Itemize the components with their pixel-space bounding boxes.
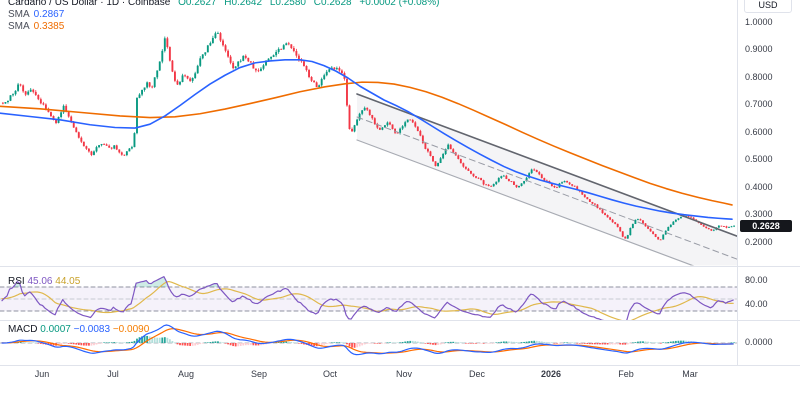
rsi-axis-tick: 40.00 bbox=[745, 299, 768, 309]
ohlc-low: L0.2580 bbox=[269, 0, 306, 8]
symbol-title[interactable]: Cardano / US Dollar · 1D · Coinbase bbox=[8, 0, 171, 8]
sma-fast-value: 0.2867 bbox=[33, 9, 65, 20]
time-axis-label: Jul bbox=[107, 369, 119, 379]
sma-fast-row[interactable]: SMA 0.2867 bbox=[8, 9, 439, 21]
rsi-ma-value: 44.05 bbox=[55, 276, 81, 287]
sma-slow-value: 0.3385 bbox=[33, 21, 65, 32]
ohlc-change: +0.0002 bbox=[359, 0, 396, 8]
price-axis-tick: 0.9000 bbox=[745, 44, 773, 54]
sma-slow-label: SMA bbox=[8, 21, 30, 32]
time-axis-label: Mar bbox=[682, 369, 698, 379]
currency-toggle-button[interactable]: USD bbox=[744, 0, 792, 13]
macd-legend[interactable]: MACD 0.0007 −0.0083 −0.0090 bbox=[8, 324, 149, 336]
last-price-badge: 0.2628 bbox=[740, 220, 792, 232]
rsi-legend[interactable]: RSI 45.06 44.05 bbox=[8, 276, 80, 288]
macd-hist-value: 0.0007 bbox=[40, 324, 71, 335]
sma-fast-label: SMA bbox=[8, 9, 30, 20]
time-axis-label: Feb bbox=[618, 369, 634, 379]
price-axis-tick: 1.0000 bbox=[745, 17, 773, 27]
time-axis-label: Aug bbox=[177, 369, 194, 379]
symbol-row: Cardano / US Dollar · 1D · Coinbase O0.2… bbox=[8, 0, 439, 9]
macd-line-value: −0.0083 bbox=[73, 324, 111, 335]
time-axis-label: Nov bbox=[395, 369, 412, 379]
price-axis-tick: 0.2000 bbox=[745, 237, 773, 247]
macd-signal-value: −0.0090 bbox=[112, 324, 150, 335]
rsi-axis-tick: 80.00 bbox=[745, 275, 768, 285]
macd-axis-tick: 0.0000 bbox=[745, 337, 773, 347]
main-chart-legend: Cardano / US Dollar · 1D · Coinbase O0.2… bbox=[8, 0, 439, 33]
time-axis-label: Sep bbox=[250, 369, 267, 379]
rsi-label: RSI bbox=[8, 276, 25, 287]
price-axis-tick: 0.4000 bbox=[745, 182, 773, 192]
time-axis-label: 2026 bbox=[540, 369, 562, 379]
price-axis-tick: 0.8000 bbox=[745, 72, 773, 82]
ohlc-high: H0.2642 bbox=[224, 0, 263, 8]
time-axis-label: Oct bbox=[322, 369, 337, 379]
ohlc-change-pct: (+0.08%) bbox=[398, 0, 440, 8]
ohlc-open: O0.2627 bbox=[178, 0, 217, 8]
price-axis-tick: 0.6000 bbox=[745, 127, 773, 137]
time-axis-label: Dec bbox=[468, 369, 485, 379]
price-axis-tick: 0.3000 bbox=[745, 209, 773, 219]
price-axis-tick: 0.7000 bbox=[745, 99, 773, 109]
macd-label: MACD bbox=[8, 324, 38, 335]
price-axis-tick: 0.5000 bbox=[745, 154, 773, 164]
time-axis-label: Jun bbox=[34, 369, 50, 379]
rsi-value: 45.06 bbox=[27, 276, 53, 287]
ohlc-close: C0.2628 bbox=[313, 0, 352, 8]
sma-slow-row[interactable]: SMA 0.3385 bbox=[8, 21, 439, 33]
